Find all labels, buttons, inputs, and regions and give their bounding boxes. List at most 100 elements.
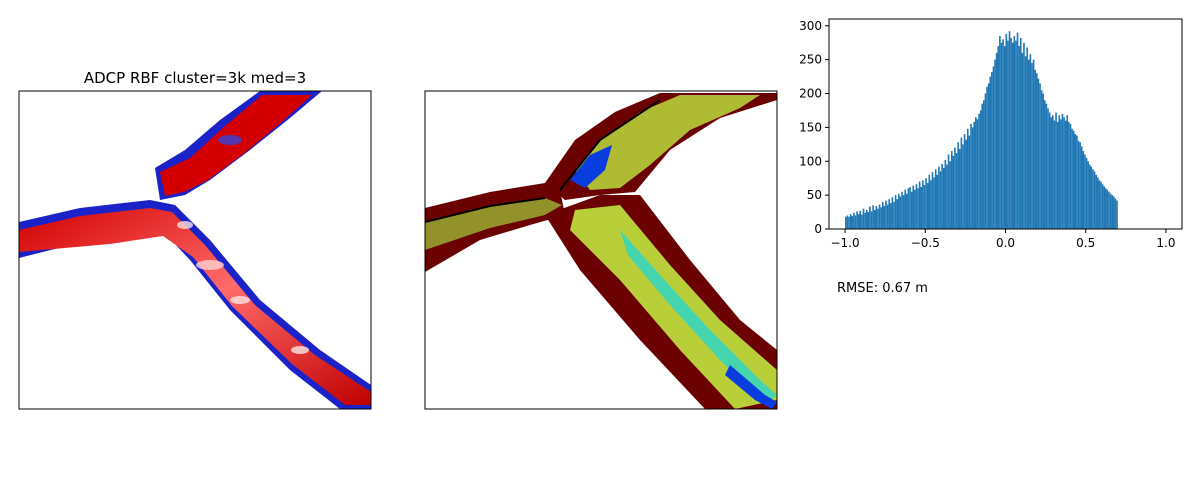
y-tick-label: 300 (799, 19, 822, 33)
histogram-bar (946, 164, 948, 229)
histogram-bar (906, 193, 908, 229)
histogram-bar (914, 189, 916, 229)
histogram-bar (848, 216, 850, 229)
histogram-bar (1103, 186, 1105, 229)
histogram-bar (1031, 63, 1033, 229)
histogram-bar (978, 113, 980, 229)
histogram-bar (1052, 115, 1054, 229)
histogram-bar (1101, 184, 1104, 229)
histogram-bar (1087, 161, 1089, 229)
histogram-bar (862, 208, 865, 229)
histogram-bar (995, 52, 998, 229)
left-map-panel (19, 91, 371, 409)
histogram-bar (901, 191, 903, 229)
histogram-bar (1060, 119, 1062, 229)
histogram-x-ticks: −1.0 −0.5 0.0 0.5 1.0 (830, 229, 1176, 250)
histogram-bar (968, 135, 971, 229)
histogram-bar (886, 204, 889, 229)
histogram-bar (891, 197, 894, 229)
histogram-bar (1011, 42, 1014, 229)
histogram-bar (1064, 120, 1067, 229)
histogram-bar (1100, 181, 1102, 229)
histogram-bar (899, 196, 902, 229)
histogram-bar (896, 199, 898, 229)
histogram-bar (846, 215, 849, 229)
histogram-bar (1023, 42, 1025, 229)
histogram-bar (1058, 115, 1061, 229)
histogram-bar (875, 205, 878, 229)
x-tick-label: 0.0 (996, 236, 1015, 250)
histogram-bar (907, 188, 910, 229)
histogram-bar (1010, 37, 1012, 229)
x-tick-label: −1.0 (830, 236, 859, 250)
histogram-bar (1080, 146, 1083, 229)
histogram-bar (915, 184, 918, 229)
histogram-bar (934, 169, 937, 229)
histogram-bar (865, 210, 868, 229)
histogram-bar (1019, 37, 1022, 229)
histogram-bar (944, 159, 947, 229)
histogram-bar (965, 139, 967, 229)
histogram-bar (1111, 195, 1114, 229)
histogram-bar (1113, 196, 1115, 229)
histogram-bar (970, 124, 972, 229)
histogram-bar (987, 83, 990, 230)
histogram-bar (1072, 130, 1075, 229)
histogram-bar (976, 119, 979, 229)
histogram-bar (1056, 121, 1059, 229)
histogram-bar (1108, 191, 1110, 229)
histogram-bar (1045, 103, 1048, 229)
histogram-bar (973, 121, 976, 229)
histogram-bar (989, 76, 992, 229)
histogram-bar (984, 93, 987, 229)
histogram-bar (941, 163, 943, 229)
histogram-bar (1055, 112, 1057, 229)
y-tick-label: 100 (799, 154, 822, 168)
histogram-bar (1076, 135, 1078, 229)
x-tick-label: 0.5 (1076, 236, 1095, 250)
histogram-bar (918, 181, 921, 229)
histogram-bar (1104, 188, 1107, 229)
histogram-bar (1044, 100, 1046, 230)
histogram-bar (1037, 78, 1040, 229)
rmse-label: RMSE: 0.67 m (837, 281, 928, 296)
histogram-bar (1002, 39, 1004, 229)
y-tick-label: 150 (799, 120, 822, 134)
histogram-bar (1106, 189, 1109, 229)
histogram-bar (869, 206, 871, 229)
histogram-bar (979, 110, 982, 229)
histogram-bar (926, 182, 929, 229)
histogram-bar (881, 201, 884, 229)
histogram-bar (1071, 128, 1073, 229)
histogram-bar (1013, 35, 1016, 229)
histogram-bar (1016, 32, 1019, 229)
histogram-bar (933, 177, 935, 229)
histogram-bar (904, 189, 907, 229)
left-map-channel-edge-west (19, 200, 371, 409)
histogram-bar (1061, 113, 1064, 229)
histogram-panel: −1.0 −0.5 0.0 0.5 1.0 0 50 100 150 200 250 300 (799, 18, 1183, 250)
histogram-bar (1109, 193, 1112, 229)
histogram-bar (1018, 46, 1020, 230)
histogram-bar (1093, 171, 1096, 229)
histogram-bar (994, 59, 996, 230)
left-map-channel-north (160, 95, 312, 196)
histogram-bar (902, 195, 905, 229)
histogram-bar (889, 203, 892, 229)
histogram-bar (1077, 140, 1080, 229)
histogram-bar (854, 215, 857, 229)
histogram-bar (1039, 83, 1041, 230)
histogram-bar (851, 216, 854, 229)
histogram-bar (894, 195, 897, 229)
histogram-frame (828, 18, 1183, 230)
histogram-bar (909, 187, 911, 229)
histogram-bar (1027, 59, 1030, 230)
histogram-bar (1024, 56, 1027, 230)
histogram-bar (930, 180, 932, 229)
histogram-bar (925, 178, 927, 229)
histogram-bar (1066, 115, 1069, 229)
histogram-bar (999, 35, 1001, 229)
histogram-bar (878, 204, 881, 229)
histogram-bar (1053, 120, 1056, 229)
